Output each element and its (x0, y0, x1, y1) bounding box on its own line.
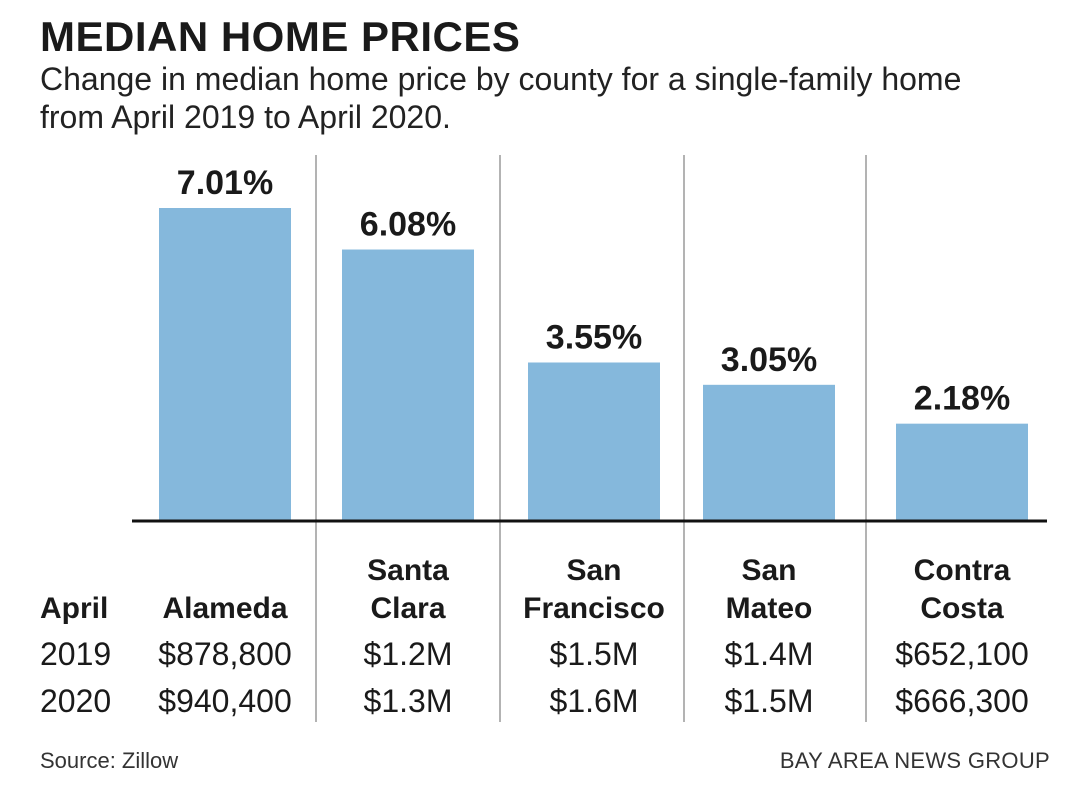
bar-value-label: 6.08% (360, 206, 456, 244)
bar-value-label: 7.01% (177, 164, 273, 202)
category-label: Alameda (162, 592, 287, 625)
price-cell: $878,800 (158, 636, 291, 672)
category-label-line2: Clara (370, 592, 445, 625)
price-cell: $1.3M (364, 683, 453, 719)
source-note: Source: Zillow (40, 748, 179, 773)
table-header-april: April (40, 592, 108, 625)
chart-subtitle: Change in median home price by county fo… (40, 61, 962, 135)
bar-value-label: 3.55% (546, 318, 642, 356)
bar-contra-costa (896, 423, 1028, 521)
price-cell: $1.4M (725, 636, 814, 672)
price-cell: $666,300 (895, 683, 1028, 719)
price-cell: $1.2M (364, 636, 453, 672)
bar-san-mateo (703, 384, 835, 521)
price-cell: $652,100 (895, 636, 1028, 672)
price-cell: $1.6M (550, 683, 639, 719)
bar-san-francisco (528, 362, 660, 521)
category-label-line1: Santa (367, 554, 449, 587)
publisher-credit: BAY AREA NEWS GROUP (779, 748, 1050, 773)
category-label-line1: Contra (914, 554, 1011, 587)
category-label-line2: Costa (920, 592, 1004, 625)
category-label-line2: Mateo (726, 592, 813, 625)
category-label-line1: San (741, 554, 796, 587)
price-cell: $940,400 (158, 683, 291, 719)
bar-santa-clara (342, 249, 474, 521)
category-label-line1: San (566, 554, 621, 587)
price-cell: $1.5M (550, 636, 639, 672)
row-label-2019: 2019 (40, 636, 111, 672)
bar-value-label: 3.05% (721, 341, 817, 379)
price-cell: $1.5M (725, 683, 814, 719)
category-label-line2: Francisco (523, 592, 665, 625)
row-label-2020: 2020 (40, 683, 111, 719)
chart-title: MEDIAN HOME PRICES (40, 13, 521, 60)
bar-alameda (159, 208, 291, 521)
bar-value-label: 2.18% (914, 380, 1010, 418)
